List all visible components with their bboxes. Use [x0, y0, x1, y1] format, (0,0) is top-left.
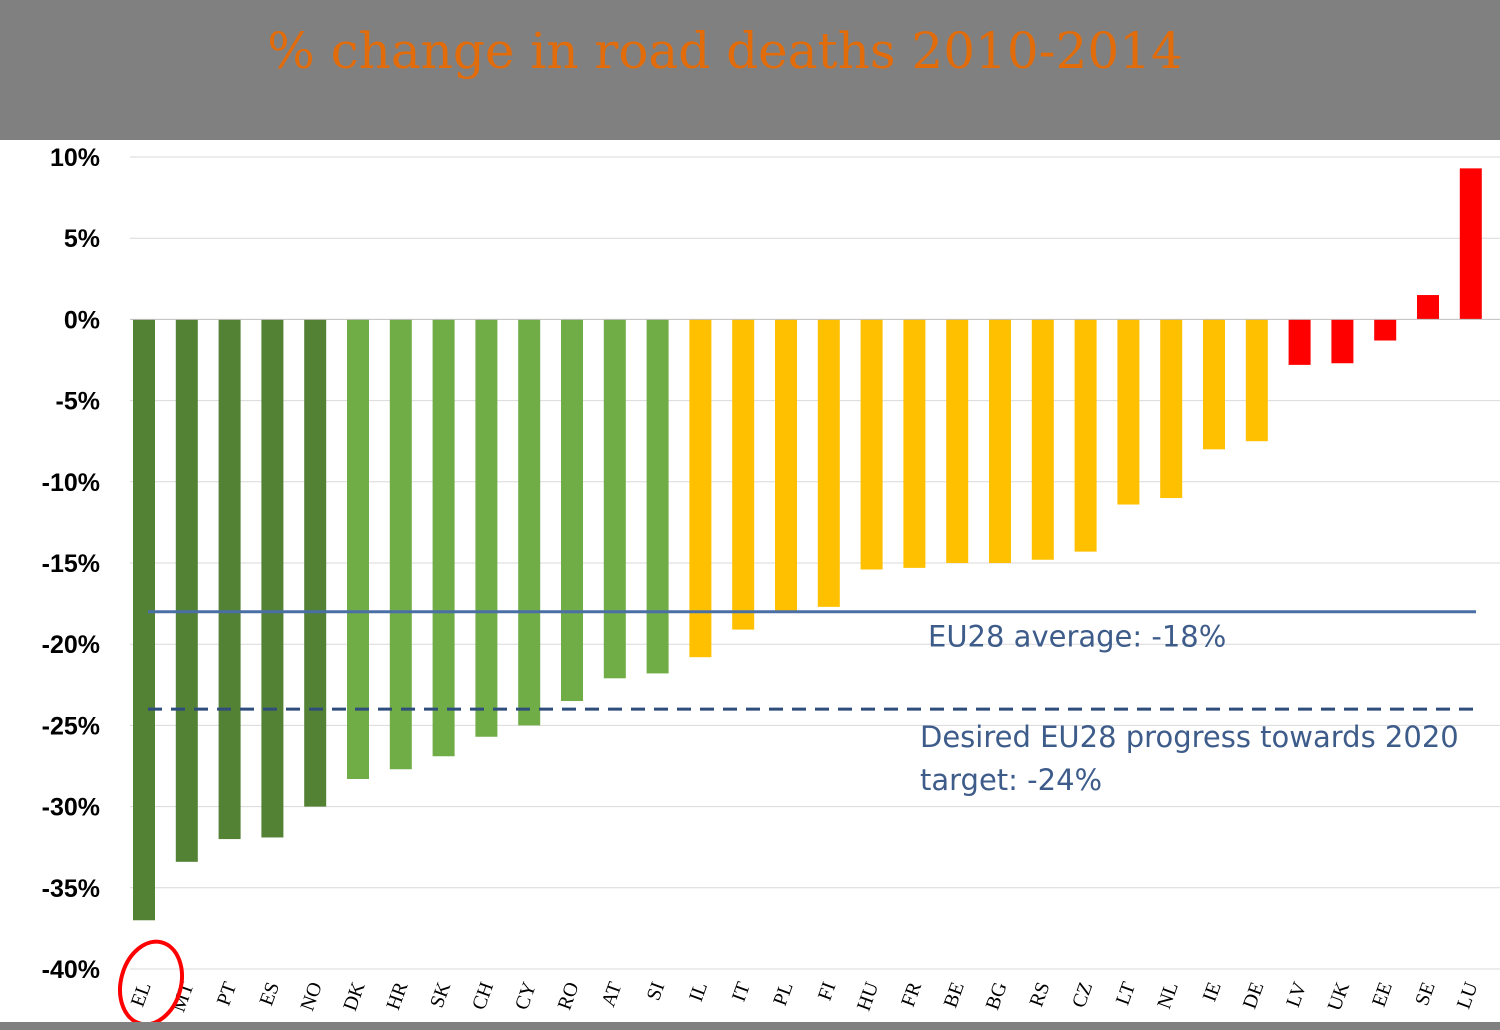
x-tick-label: RO	[554, 979, 584, 1013]
bar-pl	[775, 319, 797, 612]
x-tick-label: DK	[339, 979, 370, 1014]
y-tick-label: 0%	[64, 306, 100, 334]
x-tick-label: IT	[728, 979, 755, 1004]
bar-se	[1417, 295, 1439, 320]
bar-il	[689, 319, 712, 658]
bar-nl	[1160, 319, 1183, 499]
bar-rs	[1031, 319, 1054, 560]
x-tick-label: SI	[643, 979, 670, 1003]
x-tick-label: AT	[597, 979, 626, 1010]
x-tick-label: NO	[296, 979, 327, 1014]
x-tick-label: CZ	[1068, 979, 1097, 1011]
bar-it	[732, 319, 755, 630]
y-tick-label: -25%	[42, 712, 100, 740]
bar-el	[133, 319, 155, 921]
bar-ch	[475, 319, 498, 737]
bar-es	[261, 319, 284, 838]
bar-fr	[903, 319, 926, 568]
y-tick-label: -40%	[42, 956, 100, 984]
bar-dk	[347, 319, 369, 779]
x-tick-label: HR	[382, 979, 412, 1013]
x-tick-label: BG	[982, 979, 1012, 1013]
x-tick-label: IL	[685, 979, 712, 1004]
x-tick-label: LV	[1282, 979, 1311, 1010]
chart-title: % change in road deaths 2010-2014	[267, 22, 1183, 80]
bar-hr	[389, 319, 412, 770]
bar-ie	[1203, 319, 1225, 450]
x-tick-label: UK	[1324, 979, 1355, 1014]
title-bar: % change in road deaths 2010-2014	[0, 0, 1500, 140]
x-tick-label: SE	[1411, 979, 1440, 1008]
y-tick-label: -5%	[56, 388, 100, 416]
x-tick-label: EE	[1368, 979, 1397, 1009]
x-tick-label: FR	[897, 979, 926, 1010]
bar-pt	[218, 319, 241, 840]
x-tick-label: BE	[939, 979, 968, 1011]
eu28-target-label: Desired EU28 progress towards 2020	[920, 720, 1459, 754]
y-tick-label: -35%	[42, 875, 100, 903]
y-tick-label: -10%	[42, 469, 100, 497]
bar-bg	[989, 319, 1011, 563]
bar-no	[304, 319, 327, 807]
y-tick-label: 10%	[50, 144, 100, 172]
x-tick-label: ES	[255, 979, 284, 1008]
x-tick-label: NL	[1153, 979, 1183, 1012]
eu28-average-label: EU28 average: -18%	[928, 620, 1226, 654]
bar-mt	[175, 319, 198, 862]
bar-uk	[1331, 319, 1354, 364]
x-tick-label: PL	[769, 979, 798, 1008]
x-tick-label: LU	[1453, 979, 1483, 1012]
x-tick-label: RS	[1025, 979, 1054, 1010]
bar-de	[1245, 319, 1268, 442]
bar-lv	[1288, 319, 1311, 365]
y-tick-label: 5%	[64, 225, 100, 253]
x-tick-label: CH	[468, 979, 498, 1013]
bar-sk	[432, 319, 455, 757]
bar-at	[603, 319, 626, 679]
bar-cz	[1074, 319, 1097, 552]
x-tick-label: CY	[511, 979, 541, 1013]
x-tick-label: HU	[853, 979, 884, 1014]
bar-si	[646, 319, 669, 674]
bar-ro	[561, 319, 583, 702]
bar-cy	[518, 319, 541, 726]
x-tick-label: DE	[1239, 979, 1269, 1012]
bar-be	[946, 319, 969, 563]
x-tick-label: FI	[814, 979, 841, 1003]
x-tick-label: EL	[127, 979, 156, 1009]
x-tick-label: SK	[426, 979, 456, 1011]
bar-ee	[1374, 319, 1397, 341]
y-tick-label: -20%	[42, 631, 100, 659]
bar-lu	[1459, 168, 1482, 320]
x-tick-label: IE	[1199, 979, 1226, 1004]
bar-hu	[860, 319, 883, 570]
bar-lt	[1117, 319, 1140, 505]
x-tick-label: LT	[1112, 979, 1140, 1008]
eu28-target-label: target: -24%	[920, 763, 1102, 797]
bottom-bar	[0, 1022, 1500, 1030]
y-tick-label: -30%	[42, 794, 100, 822]
y-tick-label: -15%	[42, 550, 100, 578]
bar-fi	[817, 319, 840, 607]
x-tick-label: PT	[213, 979, 242, 1008]
